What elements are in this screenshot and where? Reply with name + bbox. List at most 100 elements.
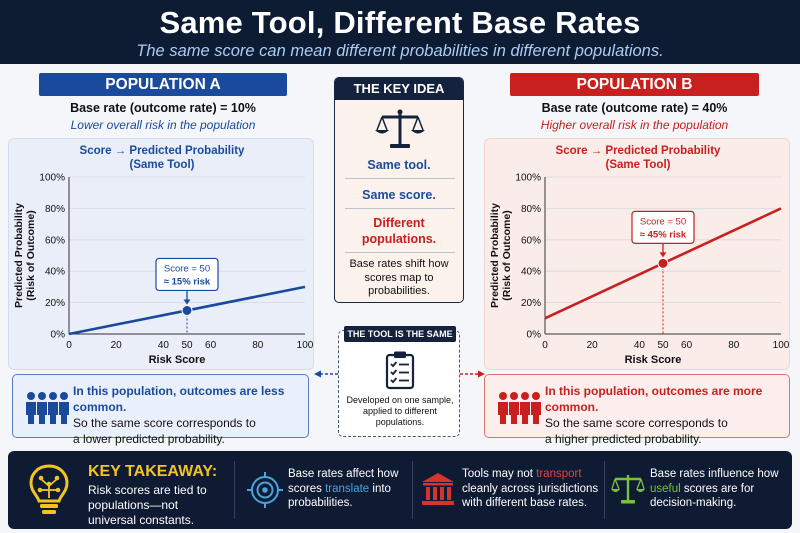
takeaway-line-3: universal constants.: [88, 513, 195, 527]
key-idea-same-score: Same score.: [362, 188, 436, 202]
footer-highlight-transport: transport: [536, 468, 582, 480]
y-tick-label: 40%: [521, 267, 541, 278]
x-tick-label: 100: [297, 340, 314, 351]
chart-panel-population-a: Score → Predicted Probability (Same Tool)…: [8, 138, 314, 370]
key-idea-box: THE KEY IDEA Same tool. Same score. Diff…: [334, 77, 464, 303]
scales-icon: [375, 109, 425, 148]
footer-item-useful: Base rates influence how useful scores a…: [650, 467, 786, 511]
footer-item-2-line-1: Tools may not transport: [462, 467, 602, 482]
y-tick-label: 60%: [521, 235, 541, 246]
key-takeaway-title: KEY TAKEAWAY:: [88, 463, 218, 480]
x-tick-label: 50: [181, 340, 193, 351]
footer-item-1-line-2: scores translate into: [288, 482, 408, 497]
highlight-point: [181, 304, 193, 316]
key-idea-same-tool: Same tool.: [367, 158, 431, 172]
x-tick-label: 20: [587, 340, 599, 351]
footer-item-1-text: into: [369, 482, 391, 495]
footer-item-2-text: Tools may not: [462, 468, 537, 480]
population-b-badge: POPULATION B: [510, 73, 759, 96]
x-tick-label: 60: [681, 340, 693, 351]
people-group-icon: [498, 392, 541, 424]
footer-item-2-line-3: with different base rates.: [462, 497, 588, 509]
x-tick-label: 0: [66, 340, 72, 351]
chart-subtitle: (Same Tool): [606, 159, 671, 171]
chart-panel-population-b: Score → Predicted Probability (Same Tool)…: [484, 138, 790, 370]
tool-box-title: THE TOOL IS THE SAME: [344, 326, 456, 342]
callout-arrow-icon: [659, 252, 667, 258]
x-tick-label: 40: [158, 340, 170, 351]
key-idea-populations: populations.: [361, 232, 437, 246]
x-tick-label: 60: [205, 340, 217, 351]
tool-box-text: Developed on one sample, applied to diff…: [343, 395, 457, 428]
chart-population-b: Score → Predicted Probability (Same Tool)…: [489, 145, 790, 366]
lightbulb-icon: [29, 464, 69, 514]
y-axis-label: (Risk of Outcome): [25, 210, 37, 300]
key-takeaway-body: Risk scores are tied to populations—not …: [88, 483, 228, 528]
y-tick-label: 20%: [521, 298, 541, 309]
footer-divider: [604, 461, 605, 519]
balance-scale-icon: [611, 475, 645, 504]
population-b-note-line-2: a higher predicted probability.: [545, 432, 702, 446]
callout-value: ≈ 45% risk: [640, 229, 687, 240]
callout-arrow-icon: [183, 299, 191, 305]
population-a-note: In this population, outcomes are less co…: [12, 374, 309, 446]
population-b-description: Higher overall risk in the population: [540, 118, 729, 132]
footer-highlight-translate: translate: [325, 482, 370, 495]
connector-arrows: [314, 370, 485, 378]
people-group-icon: [26, 392, 69, 424]
population-b-base-rate: Base rate (outcome rate) = 40%: [541, 101, 728, 115]
y-axis-label: Predicted Probability: [489, 203, 501, 308]
footer-item-3-line-1: Base rates influence how: [650, 468, 779, 480]
y-tick-label: 0%: [527, 330, 542, 341]
chart-title: Score → Predicted Probability: [80, 145, 245, 157]
y-tick-label: 0%: [51, 330, 66, 341]
key-idea-body-1: Base rates shift how: [349, 258, 449, 270]
key-idea-body-2: scores map to: [364, 272, 434, 284]
page-subtitle: The same score can mean different probab…: [136, 42, 664, 60]
key-idea-body-3: probabilities.: [368, 285, 430, 297]
footer-item-3-text: scores are for: [680, 482, 755, 495]
x-tick-label: 100: [773, 340, 790, 351]
takeaway-line-2: populations—not: [88, 498, 179, 512]
population-a-note-line-1: So the same score corresponds to: [73, 416, 256, 430]
population-b-note: In this population, outcomes are more co…: [484, 374, 790, 446]
footer-item-1-line-1: Base rates affect how: [288, 468, 399, 480]
y-tick-label: 60%: [45, 235, 65, 246]
population-a-badge: POPULATION A: [39, 73, 287, 96]
page-title: Same Tool, Different Base Rates: [159, 5, 641, 40]
footer-highlight-useful: useful: [650, 482, 681, 495]
arrow-head-left-icon: [314, 370, 321, 378]
y-tick-label: 20%: [45, 298, 65, 309]
callout-label: Score = 50: [640, 216, 686, 227]
highlight-point: [657, 257, 669, 269]
tool-text-line-2: applied to different: [363, 406, 437, 416]
courthouse-icon: [422, 473, 454, 505]
callout-value: ≈ 15% risk: [164, 276, 211, 287]
y-tick-label: 40%: [45, 267, 65, 278]
y-tick-label: 80%: [45, 204, 65, 215]
key-idea-divider: [345, 252, 455, 253]
population-b-note-text: In this population, outcomes are more co…: [545, 383, 785, 447]
tool-text-line-3: populations.: [375, 417, 425, 427]
x-tick-label: 40: [634, 340, 646, 351]
chart-subtitle: (Same Tool): [130, 159, 195, 171]
y-axis-label: Predicted Probability: [13, 203, 25, 308]
x-tick-label: 80: [252, 340, 264, 351]
population-a-description: Lower overall risk in the population: [70, 118, 256, 132]
population-a-note-line-2: a lower predicted probability.: [73, 432, 225, 446]
x-tick-label: 50: [657, 340, 669, 351]
clipboard-checklist-icon: [385, 351, 415, 390]
population-b-note-line-1: So the same score corresponds to: [545, 416, 728, 430]
footer-item-3-line-3: decision-making.: [650, 497, 737, 509]
population-a-note-text: In this population, outcomes are less co…: [73, 383, 313, 447]
tool-box: THE TOOL IS THE SAME Developed on one sa…: [338, 326, 460, 437]
key-idea-divider: [345, 208, 455, 209]
chart-population-a: Score → Predicted Probability (Same Tool)…: [13, 145, 314, 366]
footer-item-3-line-2: useful scores are for: [650, 482, 786, 497]
key-idea-title: THE KEY IDEA: [335, 78, 463, 100]
y-tick-label: 100%: [515, 173, 541, 184]
key-idea-divider: [345, 178, 455, 179]
x-axis-label: Risk Score: [149, 354, 206, 366]
x-axis-label: Risk Score: [625, 354, 682, 366]
x-tick-label: 0: [542, 340, 548, 351]
